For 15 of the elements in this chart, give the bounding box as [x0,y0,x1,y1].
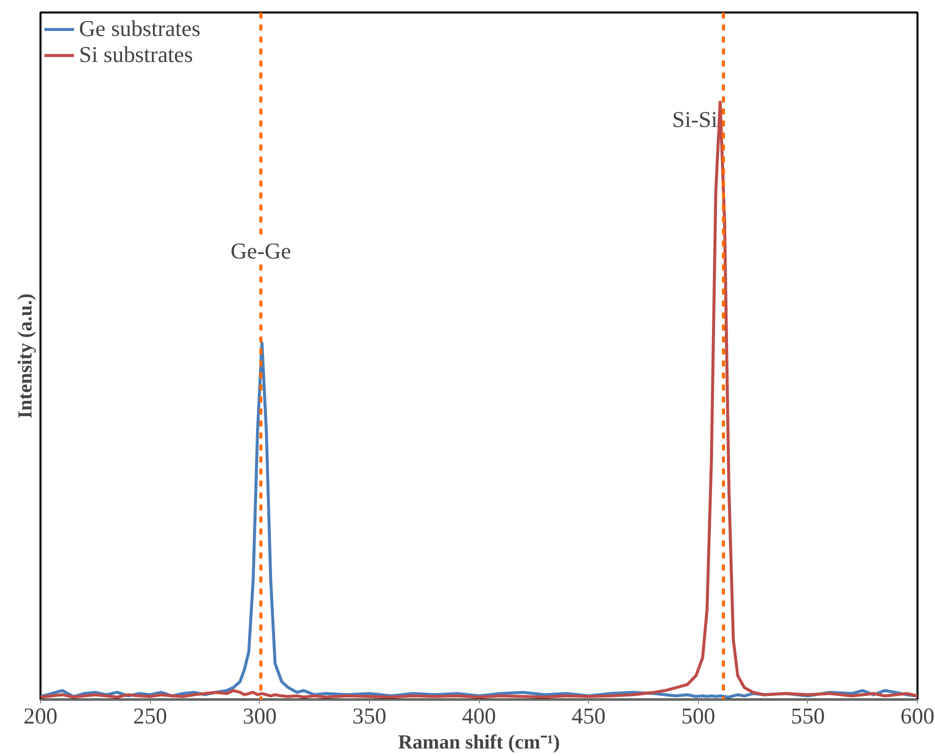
x-tick-label: 450 [572,704,606,728]
y-axis-title: Intensity (a.u.) [14,293,36,419]
x-tick-label: 500 [681,704,716,728]
legend-label: Si substrates [79,42,193,68]
x-tick-label: 350 [352,704,386,728]
x-tick-label: 600 [900,704,934,728]
x-tick-label: 400 [462,704,496,728]
legend-label: Ge substrates [79,16,200,42]
x-tick-label: 250 [133,704,168,728]
x-axis-title: Raman shift (cm⁻¹) [398,732,560,754]
annotation: Ge-Ge [230,238,292,264]
x-tick-label: 200 [24,704,58,728]
x-tick-label: 300 [242,704,277,728]
x-tick-label: 550 [790,704,825,728]
annotation: Si-Si [672,106,718,132]
